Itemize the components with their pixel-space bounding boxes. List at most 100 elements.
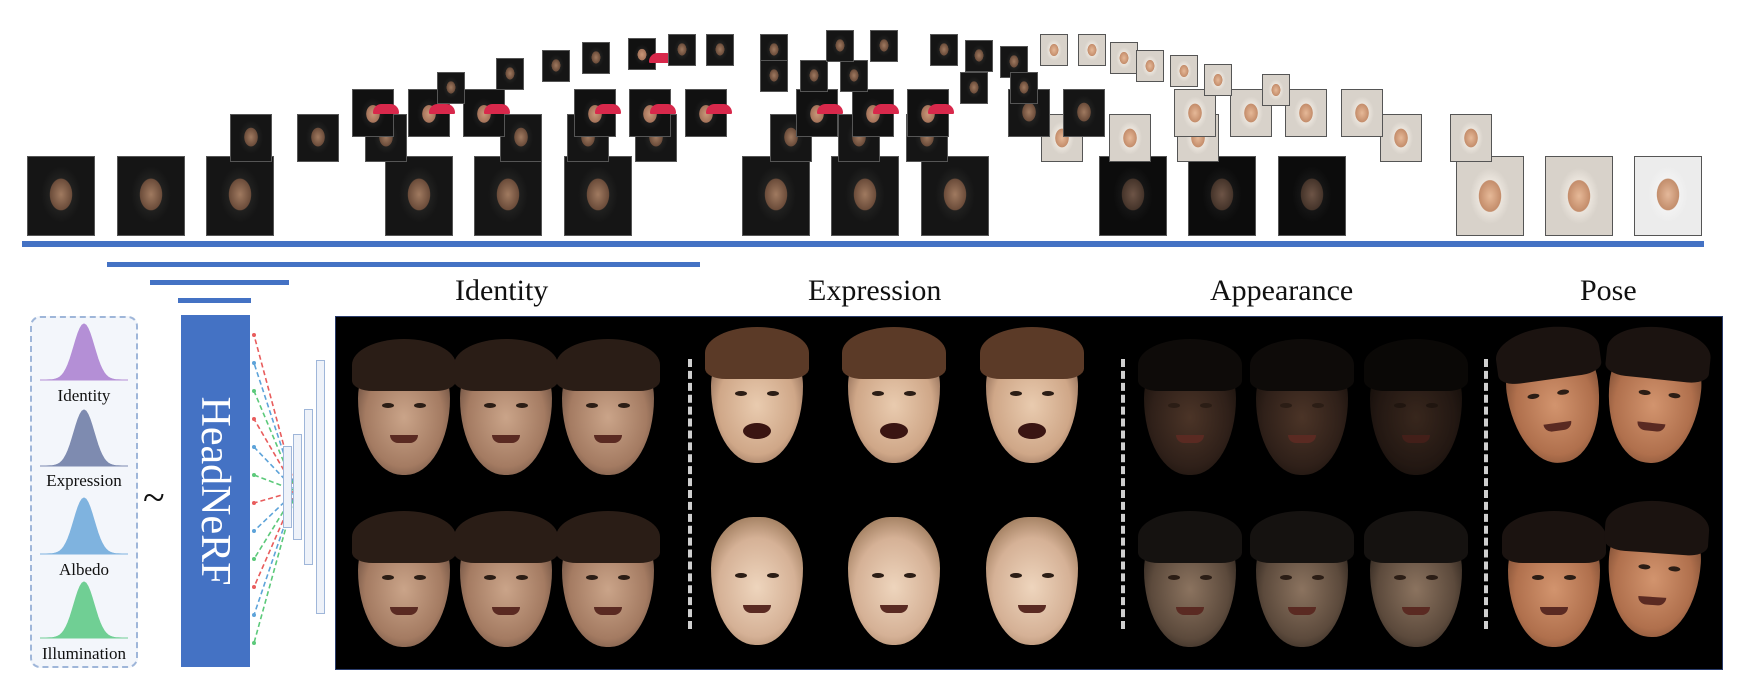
dataset-photo bbox=[542, 50, 570, 82]
dataset-photo bbox=[629, 89, 676, 137]
albedo-distribution-curve bbox=[40, 497, 128, 555]
arrow-head bbox=[252, 613, 256, 617]
dataset-photo bbox=[500, 114, 542, 162]
results-panel bbox=[335, 316, 1723, 670]
arrow-head bbox=[252, 473, 256, 477]
arrow-head bbox=[252, 389, 256, 393]
dataset-photo bbox=[27, 156, 95, 236]
dataset-photo bbox=[1010, 72, 1038, 104]
dataset-photo bbox=[1174, 89, 1216, 137]
section-separator bbox=[688, 359, 692, 629]
dataset-photo bbox=[1456, 156, 1524, 236]
rendered-face-identity bbox=[454, 339, 558, 475]
dataset-photo bbox=[1170, 55, 1198, 87]
dataset-photo bbox=[1450, 114, 1492, 162]
sampled-from-symbol: ~ bbox=[143, 475, 165, 520]
rendered-face-expression bbox=[835, 503, 953, 645]
dataset-photo bbox=[474, 156, 542, 236]
dataset-photo bbox=[628, 38, 675, 70]
rendered-face-pose bbox=[1603, 505, 1705, 641]
expression-distribution-curve bbox=[40, 409, 128, 467]
arrow-head bbox=[252, 501, 256, 505]
dataset-photo bbox=[582, 42, 610, 74]
dataset-photo bbox=[1040, 34, 1068, 66]
dataset-photo bbox=[1341, 89, 1383, 137]
section-separator bbox=[1121, 359, 1125, 629]
rendered-face-appearance bbox=[1250, 511, 1354, 647]
rendered-face-expression bbox=[973, 503, 1091, 645]
network-layer bbox=[316, 360, 325, 614]
dataset-photo bbox=[1136, 50, 1164, 82]
dataset-photo bbox=[496, 58, 524, 90]
dataset-photo bbox=[206, 156, 274, 236]
dataset-photo bbox=[352, 89, 399, 137]
model-name: HeadNeRF bbox=[192, 396, 238, 586]
dataset-photo bbox=[1109, 114, 1151, 162]
rendered-face-appearance bbox=[1138, 511, 1242, 647]
dataset-photo bbox=[1262, 74, 1290, 106]
dataset-photo bbox=[463, 89, 510, 137]
arrow-head bbox=[252, 557, 256, 561]
dataset-level-bar-1 bbox=[107, 262, 700, 267]
dataset-photo bbox=[1230, 89, 1272, 137]
arrow-line bbox=[253, 418, 297, 492]
dataset-photo bbox=[1545, 156, 1613, 236]
dataset-photo bbox=[297, 114, 339, 162]
dataset-photo bbox=[1188, 156, 1256, 236]
dataset-photo bbox=[840, 60, 868, 92]
rendered-face-expression bbox=[705, 327, 809, 463]
illumination-distribution-curve bbox=[40, 581, 128, 639]
rendered-face-pose bbox=[1499, 329, 1609, 469]
dataset-photo bbox=[1634, 156, 1702, 236]
dataset-divider-bar bbox=[22, 241, 1704, 247]
section-separator bbox=[1484, 359, 1488, 629]
identity-distribution-curve bbox=[40, 323, 128, 381]
rendered-face-pose bbox=[1601, 330, 1707, 468]
dataset-photo bbox=[706, 34, 734, 66]
dataset-photo bbox=[796, 89, 843, 137]
distribution-label-albedo: Albedo bbox=[58, 560, 110, 579]
section-title-appearance: Appearance bbox=[1210, 274, 1354, 307]
dataset-photo bbox=[870, 30, 898, 62]
dataset-photo bbox=[117, 156, 185, 236]
rendered-face-identity bbox=[454, 511, 558, 647]
dataset-photo bbox=[800, 60, 828, 92]
dataset-photo bbox=[1278, 156, 1346, 236]
dataset-photo bbox=[1110, 42, 1138, 74]
dataset-photo bbox=[1063, 89, 1105, 137]
rendered-face-pose bbox=[1502, 511, 1606, 647]
rendered-face-identity bbox=[352, 511, 456, 647]
dataset-photo bbox=[1285, 89, 1327, 137]
dataset-photo bbox=[760, 60, 788, 92]
rendered-face-identity bbox=[352, 339, 456, 475]
dataset-photo bbox=[1099, 156, 1167, 236]
dataset-photo bbox=[1078, 34, 1106, 66]
dataset-photo bbox=[437, 72, 465, 104]
section-title-expression: Expression bbox=[808, 274, 942, 307]
arrow-line bbox=[253, 490, 297, 616]
rendered-face-expression bbox=[698, 503, 816, 645]
dataset-photo bbox=[574, 89, 621, 137]
network-layer bbox=[283, 446, 292, 528]
dataset-photo bbox=[965, 40, 993, 72]
rendered-face-expression bbox=[980, 327, 1084, 463]
dataset-photo bbox=[907, 89, 954, 137]
rendered-face-expression bbox=[842, 327, 946, 463]
dataset-level-bar-2 bbox=[150, 280, 289, 285]
rendered-face-appearance bbox=[1364, 511, 1468, 647]
dataset-photo bbox=[930, 34, 958, 66]
distribution-label-expression: Expression bbox=[46, 471, 122, 490]
arrow-head bbox=[252, 445, 256, 449]
rendered-face-appearance bbox=[1138, 339, 1242, 475]
dataset-photo bbox=[852, 89, 899, 137]
arrow-head bbox=[252, 529, 256, 533]
dataset-photo bbox=[831, 156, 899, 236]
dataset-photo bbox=[1204, 64, 1232, 96]
dataset-photo bbox=[1380, 114, 1422, 162]
arrow-head bbox=[252, 333, 256, 337]
network-layer bbox=[293, 434, 302, 540]
dataset-photo bbox=[564, 156, 632, 236]
dataset-photo bbox=[685, 89, 732, 137]
headnerf-model-block: HeadNeRF bbox=[181, 315, 250, 667]
dataset-level-bar-3 bbox=[178, 298, 251, 303]
